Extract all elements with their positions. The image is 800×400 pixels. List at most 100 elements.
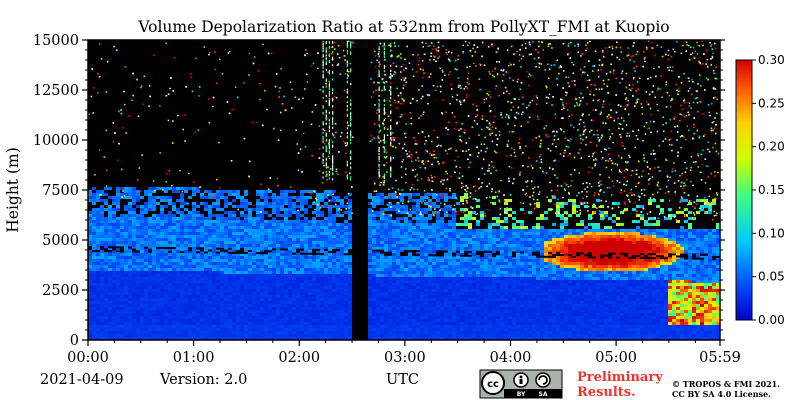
heatmap-cell xyxy=(508,322,512,325)
heatmap-cell xyxy=(188,286,192,289)
heatmap-cell xyxy=(324,313,328,316)
heatmap-cell xyxy=(324,316,328,319)
heatmap-cell xyxy=(136,238,140,241)
heatmap-cell xyxy=(120,241,124,244)
heatmap-cell xyxy=(96,271,100,274)
heatmap-cell xyxy=(484,283,488,286)
heatmap-cell xyxy=(128,259,132,262)
heatmap-cell xyxy=(228,328,232,331)
heatmap-cell xyxy=(124,280,128,283)
heatmap-cell xyxy=(368,289,372,292)
heatmap-cell xyxy=(208,295,212,298)
heatmap-cell xyxy=(504,241,508,244)
heatmap-cell xyxy=(188,238,192,241)
heatmap-cell xyxy=(148,196,152,199)
heatmap-cell xyxy=(236,283,240,286)
heatmap-cell xyxy=(456,241,460,244)
heatmap-cell xyxy=(536,232,540,235)
heatmap-cell xyxy=(204,217,208,220)
heatmap-cell xyxy=(392,226,396,229)
heatmap-cell xyxy=(208,265,212,268)
heatmap-cell xyxy=(480,319,484,322)
heatmap-cell xyxy=(268,226,272,229)
heatmap-cell xyxy=(272,256,276,259)
heatmap-cell xyxy=(260,277,264,280)
heatmap-cell xyxy=(508,310,512,313)
heatmap-cell xyxy=(144,331,148,334)
heatmap-cell xyxy=(348,241,352,244)
heatmap-cell xyxy=(440,331,444,334)
heatmap-cell xyxy=(424,277,428,280)
heatmap-cell xyxy=(180,211,184,214)
heatmap-cell xyxy=(328,310,332,313)
heatmap-cell xyxy=(520,313,524,316)
heatmap-cell xyxy=(336,232,340,235)
heatmap-cell xyxy=(240,214,244,217)
heatmap-cell xyxy=(160,238,164,241)
heatmap-cell xyxy=(452,214,456,217)
heatmap-cell xyxy=(512,271,516,274)
heatmap-cell xyxy=(312,265,316,268)
heatmap-cell xyxy=(372,322,376,325)
heatmap-cell xyxy=(484,322,488,325)
heatmap-cell xyxy=(132,328,136,331)
heatmap-cell xyxy=(428,331,432,334)
heatmap-cell xyxy=(184,319,188,322)
heatmap-cell xyxy=(372,205,376,208)
heatmap-cell xyxy=(500,313,504,316)
heatmap-cell xyxy=(412,235,416,238)
heatmap-cell xyxy=(160,283,164,286)
heatmap-cell xyxy=(164,334,168,337)
heatmap-cell xyxy=(196,265,200,268)
heatmap-cell xyxy=(464,241,468,244)
heatmap-cell xyxy=(336,292,340,295)
heatmap-cell xyxy=(484,316,488,319)
heatmap-cell xyxy=(104,337,108,340)
heatmap-cell xyxy=(104,292,108,295)
heatmap-cell xyxy=(304,334,308,337)
heatmap-cell xyxy=(120,232,124,235)
heatmap-cell xyxy=(224,328,228,331)
heatmap-cell xyxy=(528,310,532,313)
heatmap-cell xyxy=(208,262,212,265)
heatmap-cell xyxy=(436,301,440,304)
heatmap-cell xyxy=(212,265,216,268)
heatmap-cell xyxy=(180,328,184,331)
heatmap-cell xyxy=(324,334,328,337)
heatmap-cell xyxy=(396,328,400,331)
heatmap-cell xyxy=(304,286,308,289)
heatmap-cell xyxy=(320,313,324,316)
heatmap-cell xyxy=(372,292,376,295)
heatmap-cell xyxy=(476,331,480,334)
heatmap-cell xyxy=(432,265,436,268)
heatmap-cell xyxy=(436,289,440,292)
heatmap-cell xyxy=(348,205,352,208)
heatmap-cell xyxy=(332,223,336,226)
heatmap-cell xyxy=(96,307,100,310)
heatmap-cell xyxy=(164,325,168,328)
heatmap-cell xyxy=(504,319,508,322)
heatmap-cell xyxy=(440,217,444,220)
heatmap-cell xyxy=(416,211,420,214)
heatmap-cell xyxy=(532,307,536,310)
heatmap-cell xyxy=(536,307,540,310)
heatmap-cell xyxy=(156,214,160,217)
heatmap-cell xyxy=(180,295,184,298)
heatmap-cell xyxy=(436,256,440,259)
heatmap-cell xyxy=(224,223,228,226)
heatmap-cell xyxy=(236,337,240,340)
heatmap-cell xyxy=(236,247,240,250)
heatmap-cell xyxy=(332,283,336,286)
heatmap-cell xyxy=(476,205,480,208)
heatmap-cell xyxy=(440,265,444,268)
heatmap-cell xyxy=(168,289,172,292)
heatmap-cell xyxy=(448,196,452,199)
heatmap-cell xyxy=(344,271,348,274)
heatmap-cell xyxy=(472,271,476,274)
heatmap-cell xyxy=(384,325,388,328)
heatmap-cell xyxy=(116,289,120,292)
heatmap-cell xyxy=(524,316,528,319)
heatmap-cell xyxy=(292,316,296,319)
heatmap-cell xyxy=(456,265,460,268)
heatmap-cell xyxy=(224,334,228,337)
